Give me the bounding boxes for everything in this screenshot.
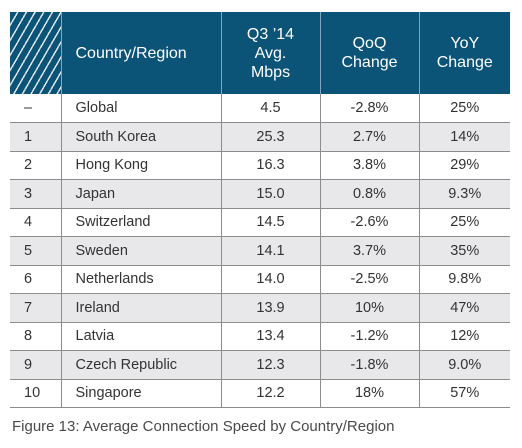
rank-cell: 10 — [10, 379, 62, 408]
table-row: 4 Switzerland 14.5 -2.6% 25% — [10, 208, 510, 237]
country-cell: Singapore — [61, 379, 222, 408]
country-cell: Switzerland — [61, 208, 222, 237]
yoy-change-cell: 9.0% — [419, 350, 510, 380]
qoq-change-cell: -1.8% — [320, 350, 420, 380]
country-cell: Latvia — [61, 322, 222, 351]
rank-cell: 3 — [10, 179, 62, 209]
avg-mbps-cell: 4.5 — [221, 94, 321, 123]
header-avg-line1: Q3 ’14 — [246, 25, 295, 43]
header-yoy-change: YoY Change — [419, 12, 510, 94]
avg-mbps-cell: 16.3 — [221, 151, 321, 180]
yoy-change-cell: 35% — [419, 236, 510, 266]
table-row: 2 Hong Kong 16.3 3.8% 29% — [10, 151, 510, 180]
table-row: 6 Netherlands 14.0 -2.5% 9.8% — [10, 265, 510, 294]
country-cell: Hong Kong — [61, 151, 222, 180]
avg-mbps-cell: 13.9 — [221, 293, 321, 323]
avg-mbps-cell: 14.5 — [221, 208, 321, 237]
header-yoy-line1: YoY — [450, 35, 480, 52]
yoy-change-cell: 25% — [419, 208, 510, 237]
yoy-change-cell: 9.8% — [419, 265, 510, 294]
rank-cell: 7 — [10, 293, 62, 323]
table-row: 9 Czech Republic 12.3 -1.8% 9.0% — [10, 350, 510, 380]
avg-mbps-cell: 15.0 — [221, 179, 321, 209]
qoq-change-cell: 3.7% — [320, 236, 420, 266]
yoy-change-cell: 47% — [419, 293, 510, 323]
rank-cell: 8 — [10, 322, 62, 351]
country-cell: Czech Republic — [61, 350, 222, 380]
hatch-pattern-cell — [10, 12, 62, 94]
yoy-change-cell: 9.3% — [419, 179, 510, 209]
avg-mbps-cell: 13.4 — [221, 322, 321, 351]
avg-mbps-cell: 12.2 — [221, 379, 321, 408]
rank-cell: – — [10, 94, 62, 123]
table-row: 3 Japan 15.0 0.8% 9.3% — [10, 179, 510, 209]
header-country-region: Country/Region — [61, 12, 222, 94]
header-qoq-line1: QoQ — [352, 35, 387, 52]
rank-cell: 5 — [10, 236, 62, 266]
country-cell: Netherlands — [61, 265, 222, 294]
rank-cell: 6 — [10, 265, 62, 294]
yoy-change-cell: 25% — [419, 94, 510, 123]
figure: Country/Region Q3 ’14 Avg. Mbps QoQ Chan… — [10, 12, 510, 408]
header-avg-line2: Avg. — [254, 44, 287, 62]
country-cell: Sweden — [61, 236, 222, 266]
avg-mbps-cell: 12.3 — [221, 350, 321, 380]
qoq-change-cell: 2.7% — [320, 122, 420, 152]
yoy-change-cell: 12% — [419, 322, 510, 351]
header-qoq-line2: Change — [341, 54, 398, 71]
qoq-change-cell: -1.2% — [320, 322, 420, 351]
qoq-change-cell: 3.8% — [320, 151, 420, 180]
yoy-change-cell: 14% — [419, 122, 510, 152]
yoy-change-cell: 29% — [419, 151, 510, 180]
table-row: 8 Latvia 13.4 -1.2% 12% — [10, 322, 510, 351]
table-header-row: Country/Region Q3 ’14 Avg. Mbps QoQ Chan… — [10, 12, 510, 94]
rank-cell: 1 — [10, 122, 62, 152]
avg-mbps-cell: 14.0 — [221, 265, 321, 294]
rank-cell: 9 — [10, 350, 62, 380]
table-row: 1 South Korea 25.3 2.7% 14% — [10, 122, 510, 152]
table-row: 5 Sweden 14.1 3.7% 35% — [10, 236, 510, 266]
connection-speed-table: Country/Region Q3 ’14 Avg. Mbps QoQ Chan… — [10, 12, 510, 408]
header-yoy-line2: Change — [436, 54, 493, 71]
header-avg-mbps: Q3 ’14 Avg. Mbps — [221, 12, 321, 94]
figure-caption: Figure 13: Average Connection Speed by C… — [12, 418, 395, 435]
qoq-change-cell: -2.5% — [320, 265, 420, 294]
qoq-change-cell: 18% — [320, 379, 420, 408]
avg-mbps-cell: 25.3 — [221, 122, 321, 152]
header-country-label: Country/Region — [75, 44, 187, 62]
table-row: 7 Ireland 13.9 10% 47% — [10, 293, 510, 323]
header-avg-line3: Mbps — [250, 63, 291, 81]
header-qoq-change: QoQ Change — [320, 12, 420, 94]
qoq-change-cell: 10% — [320, 293, 420, 323]
qoq-change-cell: -2.6% — [320, 208, 420, 237]
qoq-change-cell: 0.8% — [320, 179, 420, 209]
qoq-change-cell: -2.8% — [320, 94, 420, 123]
country-cell: South Korea — [61, 122, 222, 152]
country-cell: Global — [61, 94, 222, 123]
rank-cell: 4 — [10, 208, 62, 237]
yoy-change-cell: 57% — [419, 379, 510, 408]
country-cell: Japan — [61, 179, 222, 209]
table-row: – Global 4.5 -2.8% 25% — [10, 94, 510, 123]
rank-cell: 2 — [10, 151, 62, 180]
table-row: 10 Singapore 12.2 18% 57% — [10, 379, 510, 408]
country-cell: Ireland — [61, 293, 222, 323]
avg-mbps-cell: 14.1 — [221, 236, 321, 266]
